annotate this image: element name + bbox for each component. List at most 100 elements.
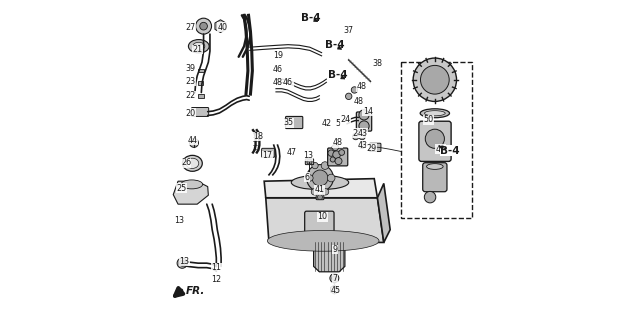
Text: 18: 18 — [253, 132, 263, 141]
Circle shape — [424, 191, 436, 203]
FancyBboxPatch shape — [356, 112, 372, 131]
Circle shape — [323, 189, 329, 195]
Text: 11: 11 — [211, 263, 221, 272]
Polygon shape — [378, 183, 390, 242]
FancyBboxPatch shape — [191, 108, 209, 116]
Circle shape — [333, 151, 340, 159]
Text: 47: 47 — [286, 148, 296, 157]
Text: 48: 48 — [356, 82, 367, 91]
Text: 6: 6 — [304, 173, 309, 182]
FancyBboxPatch shape — [305, 159, 314, 165]
Text: 25: 25 — [176, 184, 186, 193]
Circle shape — [307, 165, 333, 191]
Ellipse shape — [424, 111, 445, 116]
Circle shape — [332, 144, 339, 151]
Text: 37: 37 — [343, 26, 353, 35]
Text: 7: 7 — [333, 274, 338, 283]
Circle shape — [413, 58, 456, 101]
Text: 12: 12 — [211, 275, 221, 284]
Text: 46: 46 — [273, 65, 283, 74]
Polygon shape — [266, 198, 384, 242]
Text: 42: 42 — [321, 119, 332, 128]
Polygon shape — [264, 179, 378, 198]
Text: 14: 14 — [363, 107, 373, 115]
Text: 29: 29 — [366, 144, 376, 153]
Circle shape — [196, 18, 212, 34]
Text: B-4: B-4 — [324, 40, 344, 50]
Circle shape — [327, 174, 335, 182]
Text: 26: 26 — [181, 158, 191, 167]
Circle shape — [332, 276, 337, 280]
Text: 10: 10 — [317, 212, 328, 221]
Text: 28: 28 — [353, 129, 363, 138]
Bar — [401, 62, 472, 218]
Text: 40: 40 — [218, 23, 228, 32]
Text: 5: 5 — [335, 119, 340, 128]
Circle shape — [339, 150, 344, 155]
Polygon shape — [173, 181, 209, 204]
Circle shape — [307, 159, 312, 164]
Ellipse shape — [181, 180, 203, 189]
FancyBboxPatch shape — [369, 143, 381, 152]
Ellipse shape — [426, 164, 443, 169]
Circle shape — [353, 133, 359, 140]
Circle shape — [317, 195, 323, 200]
Circle shape — [307, 175, 313, 181]
Ellipse shape — [268, 230, 379, 251]
Circle shape — [330, 274, 339, 283]
Bar — [198, 81, 203, 85]
Circle shape — [359, 142, 365, 148]
Circle shape — [179, 260, 185, 266]
Circle shape — [351, 87, 358, 93]
Text: 48: 48 — [333, 138, 342, 147]
Text: FR.: FR. — [186, 286, 205, 296]
Circle shape — [189, 138, 198, 147]
Circle shape — [425, 129, 444, 148]
Ellipse shape — [188, 40, 209, 53]
Text: 39: 39 — [186, 64, 196, 73]
Text: 49: 49 — [435, 145, 445, 154]
Text: 23: 23 — [186, 77, 196, 86]
FancyBboxPatch shape — [422, 163, 447, 192]
Text: B-4: B-4 — [440, 145, 460, 156]
Circle shape — [200, 22, 207, 30]
Text: 50: 50 — [424, 115, 433, 124]
Text: 24: 24 — [340, 115, 351, 124]
Bar — [198, 69, 204, 72]
Text: 19: 19 — [273, 51, 283, 60]
Circle shape — [312, 170, 328, 186]
Circle shape — [312, 162, 318, 169]
Circle shape — [311, 189, 317, 195]
FancyBboxPatch shape — [419, 121, 451, 161]
Text: 17: 17 — [262, 151, 273, 160]
FancyBboxPatch shape — [328, 148, 348, 166]
Text: 13: 13 — [179, 257, 189, 266]
FancyBboxPatch shape — [285, 116, 303, 129]
Circle shape — [359, 110, 369, 120]
Text: 20: 20 — [186, 109, 196, 118]
FancyBboxPatch shape — [262, 148, 275, 157]
Ellipse shape — [193, 42, 205, 50]
Circle shape — [420, 65, 449, 94]
FancyBboxPatch shape — [316, 195, 324, 200]
Circle shape — [359, 133, 365, 140]
Ellipse shape — [182, 155, 202, 171]
Text: 43: 43 — [358, 129, 368, 138]
Text: 44: 44 — [188, 136, 197, 145]
Text: 43: 43 — [358, 141, 368, 150]
Circle shape — [328, 150, 334, 156]
Text: 45: 45 — [330, 286, 340, 295]
Ellipse shape — [186, 158, 199, 168]
Ellipse shape — [291, 175, 349, 189]
Circle shape — [177, 258, 188, 268]
Text: 13: 13 — [175, 216, 184, 225]
Text: B-4: B-4 — [328, 70, 348, 80]
Text: 41: 41 — [314, 185, 324, 194]
Text: 22: 22 — [186, 91, 196, 100]
Circle shape — [321, 162, 329, 169]
Text: B-4: B-4 — [301, 12, 320, 23]
Circle shape — [330, 157, 335, 162]
Text: 13: 13 — [303, 151, 313, 160]
Circle shape — [335, 158, 342, 165]
FancyBboxPatch shape — [305, 211, 334, 235]
